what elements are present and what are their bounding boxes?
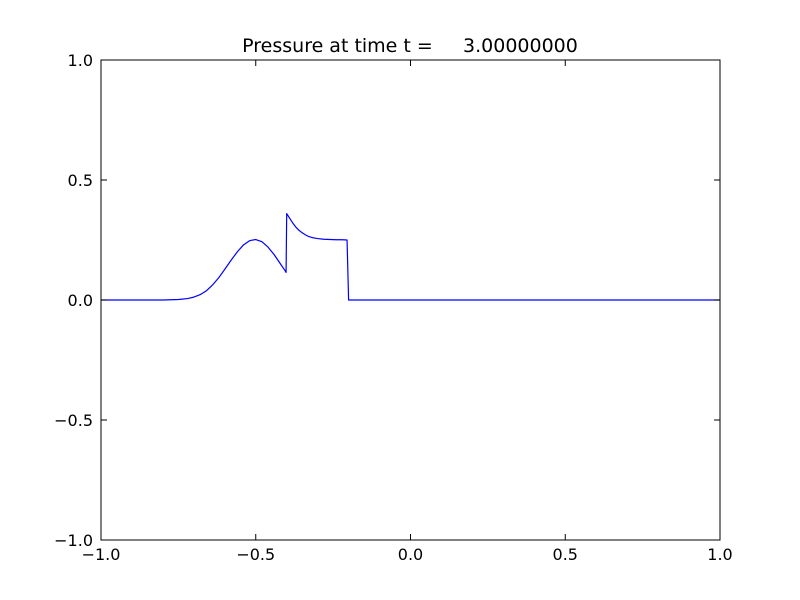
x-tick-label: 1.0 (707, 545, 732, 564)
x-tick-label: −0.5 (236, 545, 275, 564)
series-line-0 (101, 213, 720, 301)
y-tick-label: −0.5 (54, 411, 93, 430)
plot-area (101, 213, 720, 301)
axis-ticks: −1.0 −0.5 0.0 0.5 1.0 −1.0 −0.5 0.0 0.5 1.0 (54, 51, 733, 564)
x-tick-label: −1.0 (82, 545, 121, 564)
x-tick-label: 0.0 (398, 545, 423, 564)
chart-title: Pressure at time t = 3.00000000 (242, 35, 578, 57)
y-tick-label: 0.0 (68, 291, 93, 310)
x-tick-label: 0.5 (553, 545, 578, 564)
y-tick-label: 1.0 (68, 51, 93, 70)
y-tick-label: 0.5 (68, 171, 93, 190)
y-tick-label: −1.0 (54, 531, 93, 550)
